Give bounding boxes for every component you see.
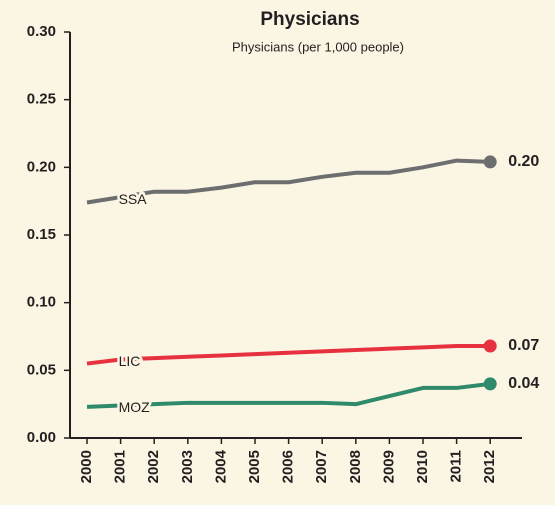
series-label: LIC bbox=[119, 353, 141, 369]
end-point bbox=[483, 155, 497, 169]
x-tick-label: 2002 bbox=[145, 450, 162, 483]
y-tick-label: 0.10 bbox=[27, 294, 56, 311]
x-tick-label: 2003 bbox=[179, 450, 196, 483]
y-tick-label: 0.05 bbox=[27, 361, 56, 378]
x-tick-label: 2012 bbox=[481, 450, 498, 483]
end-point bbox=[483, 339, 497, 353]
y-tick-label: 0.20 bbox=[27, 158, 56, 175]
value-label: 0.20 bbox=[508, 153, 539, 170]
y-tick-label: 0.15 bbox=[27, 226, 56, 243]
value-label: 0.07 bbox=[508, 337, 539, 354]
x-tick-label: 2011 bbox=[448, 450, 465, 483]
x-tick-label: 2008 bbox=[347, 450, 364, 483]
x-tick-label: 2010 bbox=[414, 450, 431, 483]
y-tick-label: 0.25 bbox=[27, 91, 56, 108]
series-label: SSA bbox=[119, 191, 148, 207]
y-tick-label: 0.30 bbox=[27, 23, 56, 40]
series-line bbox=[86, 381, 491, 409]
x-tick-label: 2001 bbox=[112, 450, 129, 483]
x-tick-label: 2004 bbox=[212, 449, 229, 483]
chart-title: Physicians bbox=[260, 9, 359, 30]
series-line bbox=[86, 343, 491, 366]
end-point bbox=[483, 377, 497, 391]
x-tick-label: 2000 bbox=[78, 450, 95, 483]
x-tick-label: 2006 bbox=[280, 450, 297, 483]
x-tick-label: 2007 bbox=[313, 450, 330, 483]
chart-subtitle: Physicians (per 1,000 people) bbox=[232, 39, 404, 54]
y-tick-label: 0.00 bbox=[27, 429, 56, 446]
value-label: 0.04 bbox=[508, 375, 539, 392]
x-tick-label: 2009 bbox=[380, 450, 397, 483]
series-label: MOZ bbox=[119, 399, 151, 415]
x-tick-label: 2005 bbox=[246, 450, 263, 483]
series-line bbox=[86, 158, 491, 205]
